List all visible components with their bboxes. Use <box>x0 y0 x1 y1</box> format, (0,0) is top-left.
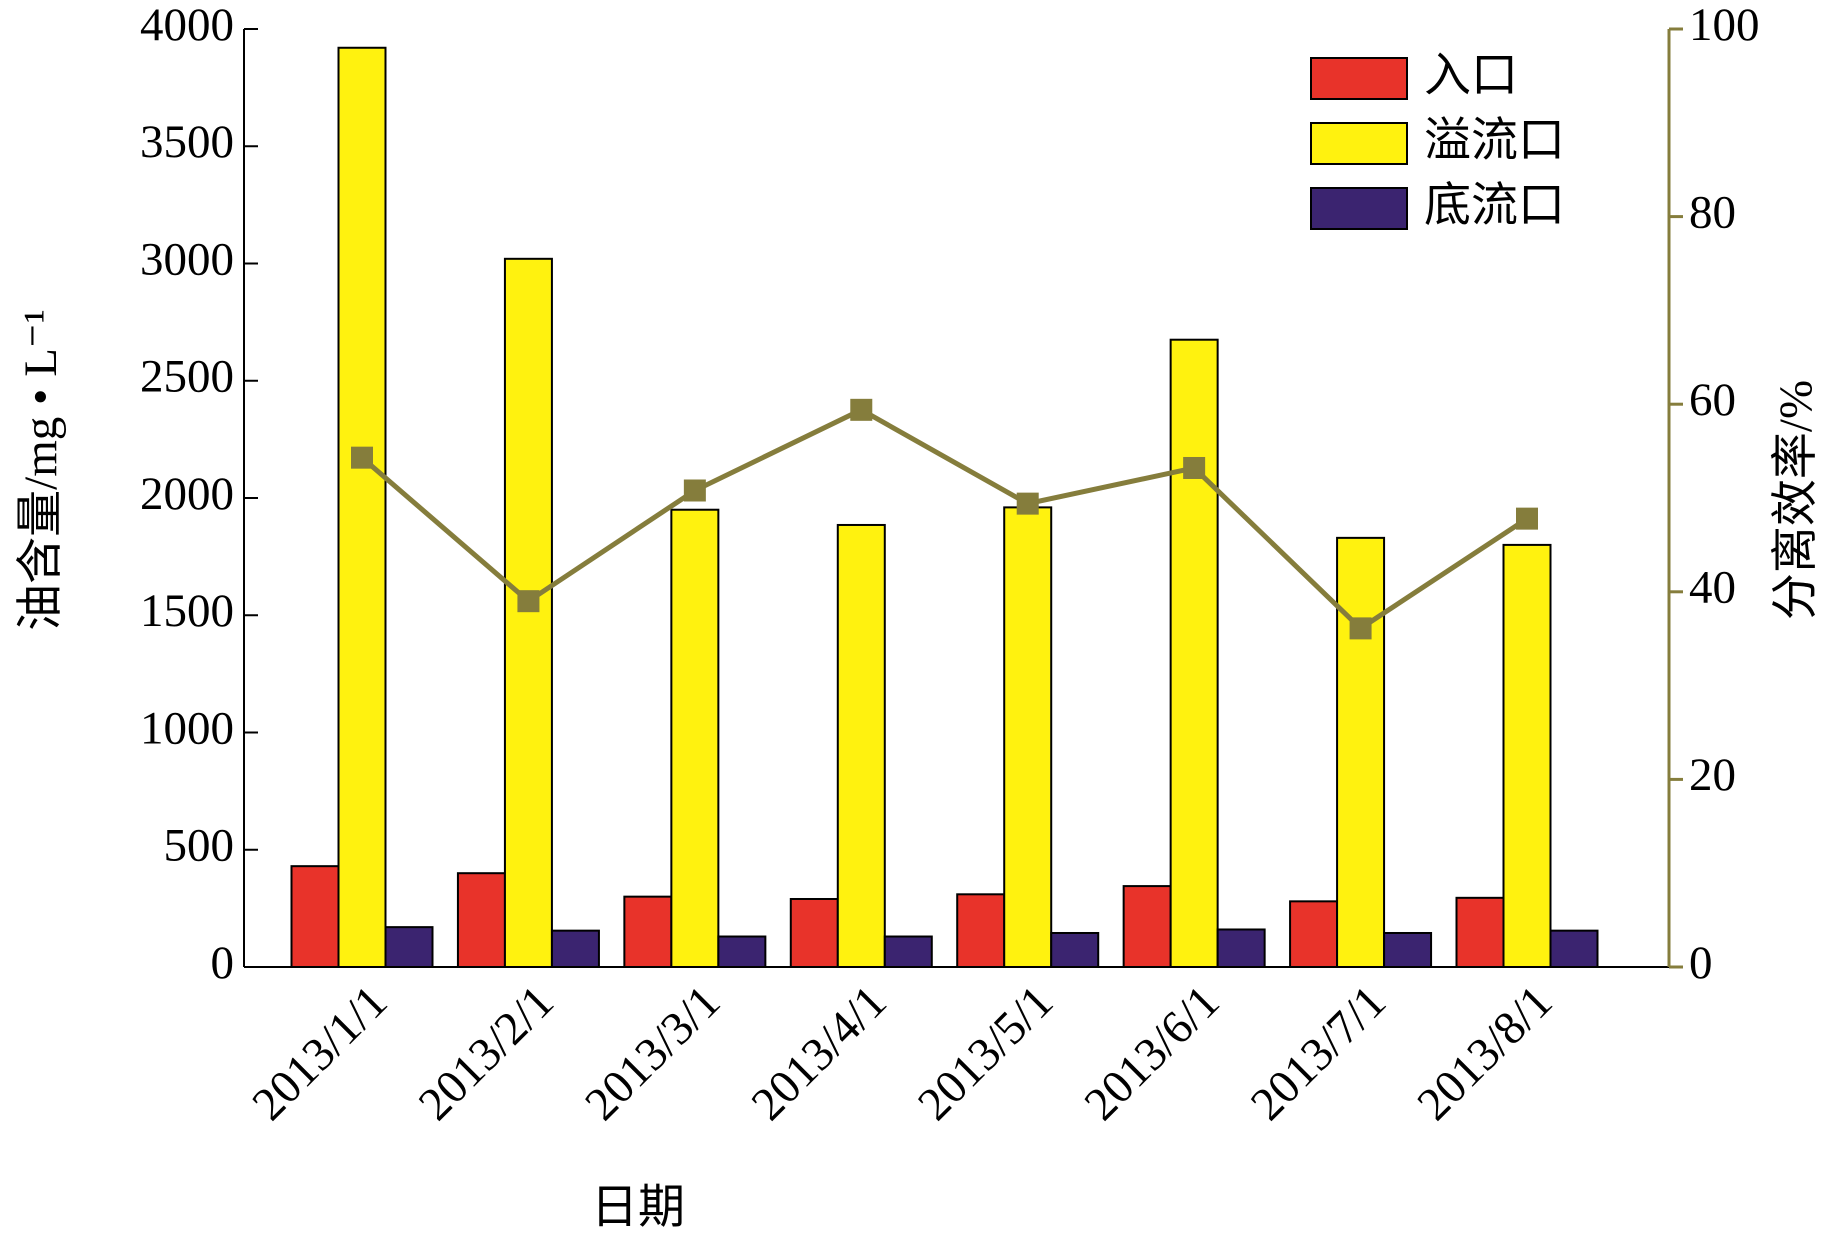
bar <box>1169 338 1219 968</box>
bar <box>1336 536 1386 968</box>
legend-swatch <box>1310 122 1408 165</box>
y-tick-label: 500 <box>164 820 235 872</box>
y2-tick-label: 40 <box>1689 562 1736 614</box>
bar <box>290 865 340 968</box>
x-axis-label: 日期 <box>591 1182 685 1234</box>
bar <box>1502 543 1552 969</box>
line-marker <box>1349 617 1372 640</box>
legend-swatch <box>1310 187 1408 230</box>
line-marker <box>1016 492 1039 515</box>
x-tick-label: 2013/3/1 <box>575 976 730 1131</box>
legend-label: 溢流口 <box>1424 115 1565 167</box>
y-tick-label: 2000 <box>140 468 234 520</box>
bar <box>717 935 767 969</box>
line-marker <box>517 590 540 613</box>
y2-tick-label: 100 <box>1689 0 1760 51</box>
y-tick-label: 3500 <box>140 116 234 168</box>
y2-tick-label: 0 <box>1689 937 1713 989</box>
y-tick-label: 0 <box>211 937 235 989</box>
legend-label: 底流口 <box>1424 180 1565 232</box>
y-tick-label: 1500 <box>140 585 234 637</box>
x-tick-label: 2013/6/1 <box>1075 976 1230 1131</box>
x-tick-label: 2013/4/1 <box>742 976 897 1131</box>
line-marker <box>850 398 873 421</box>
x-tick-label: 2013/1/1 <box>242 976 397 1131</box>
line-marker <box>351 446 373 469</box>
bar <box>1216 928 1266 968</box>
x-tick-label: 2013/5/1 <box>908 976 1063 1131</box>
legend-swatch <box>1310 57 1408 100</box>
line-marker <box>683 479 706 502</box>
y-tick-label: 1000 <box>140 702 234 754</box>
x-tick-label: 2013/2/1 <box>409 976 564 1131</box>
bar <box>789 897 839 968</box>
y2-tick-label: 80 <box>1689 186 1736 238</box>
legend-label: 入口 <box>1424 50 1518 102</box>
bar <box>1122 885 1172 968</box>
y2-tick-label: 20 <box>1689 749 1736 801</box>
bar <box>1383 931 1433 968</box>
line <box>360 407 1529 632</box>
bar <box>836 523 886 969</box>
bar <box>1455 896 1505 969</box>
bar <box>1289 900 1339 969</box>
bar <box>956 893 1006 968</box>
line-marker <box>1516 507 1538 530</box>
bar <box>883 935 933 969</box>
y-axis-label: 油含量/mg • L⁻¹ <box>15 309 67 631</box>
y-tick-label: 4000 <box>140 0 234 51</box>
y2-tick-label: 60 <box>1689 374 1736 426</box>
bar <box>456 872 506 969</box>
bar <box>384 926 434 969</box>
bar <box>623 895 673 969</box>
y2-axis-label: 分离效率/% <box>1770 380 1822 620</box>
bar <box>503 257 553 968</box>
x-tick-label: 2013/8/1 <box>1407 976 1562 1131</box>
line-marker <box>1183 456 1206 479</box>
y-tick-label: 3000 <box>140 233 234 285</box>
bar <box>670 508 720 968</box>
bar <box>1549 929 1599 969</box>
bar <box>550 929 600 969</box>
bar <box>1003 506 1053 968</box>
bar <box>1050 931 1100 968</box>
x-tick-label: 2013/7/1 <box>1241 976 1396 1131</box>
y-tick-label: 2500 <box>140 351 234 403</box>
bar <box>337 46 387 968</box>
